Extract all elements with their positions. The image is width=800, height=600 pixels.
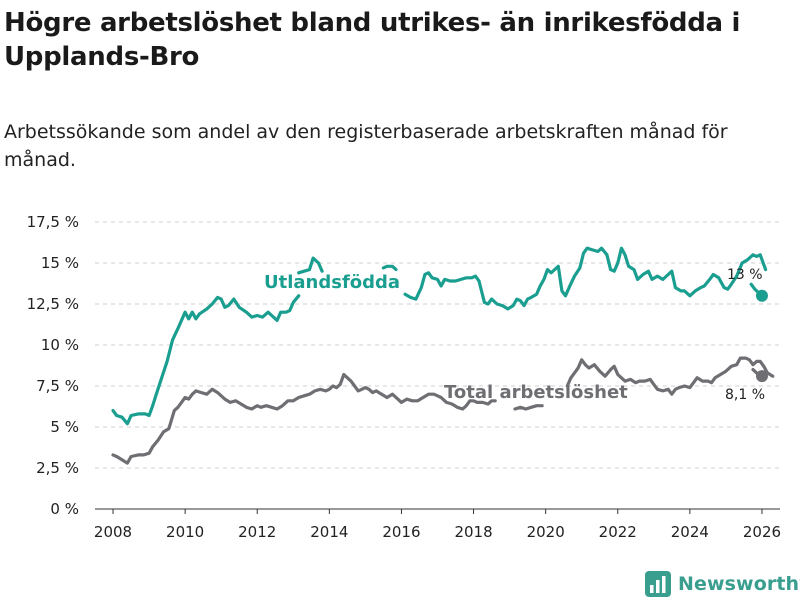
- y-tick-label: 5 %: [50, 418, 79, 436]
- y-tick-label: 12,5 %: [27, 295, 79, 313]
- series-line-utlandsfodda: [381, 264, 398, 272]
- y-tick-label: 17,5 %: [27, 213, 79, 231]
- gridlines: [95, 221, 780, 469]
- x-axis: 2008 2010 2012 2014 2016 2018 2020 2022 2024 2026: [94, 508, 781, 541]
- chart-subtitle: Arbetssökande som andel av den registerb…: [4, 121, 728, 171]
- series-label-utlandsfodda: Utlandsfödda: [264, 272, 400, 293]
- series-line-total: [513, 404, 544, 411]
- x-tick-label: 2022: [599, 523, 637, 541]
- x-tick-label: 2012: [238, 523, 276, 541]
- x-tick-label: 2008: [94, 523, 132, 541]
- newsworthy-logo: Newsworthy: [645, 569, 800, 599]
- x-tick-label: 2020: [527, 523, 565, 541]
- x-tick-label: 2010: [166, 523, 204, 541]
- y-tick-label: 0 %: [50, 500, 79, 518]
- series-lines: [111, 246, 775, 465]
- x-tick-label: 2024: [671, 523, 709, 541]
- brand-name: Newsworthy: [678, 573, 800, 595]
- series-line-utlandsfodda: [403, 246, 768, 311]
- series-line-utlandsfodda: [111, 294, 301, 426]
- x-tick-label: 2026: [743, 523, 781, 541]
- x-tick-label: 2018: [454, 523, 492, 541]
- series-line-total: [565, 356, 775, 396]
- y-axis: 0 % 2,5 % 5 % 7,5 % 10 % 12,5 % 15 % 17,5 %: [27, 213, 79, 518]
- end-point-utlandsfodda: [755, 289, 768, 302]
- series-line-utlandsfodda: [297, 256, 324, 275]
- series-line-total: [111, 372, 497, 465]
- end-point-total: [755, 370, 768, 383]
- y-tick-label: 15 %: [41, 254, 79, 272]
- end-label-total: 8,1 %: [725, 387, 765, 403]
- bar-chart-logo-icon: [645, 571, 671, 597]
- y-tick-label: 7,5 %: [36, 377, 79, 395]
- end-label-utlandsfodda: 13 %: [727, 267, 763, 283]
- chart-title: Högre arbetslöshet bland utrikes- än inr…: [4, 8, 741, 72]
- y-tick-label: 2,5 %: [36, 459, 79, 477]
- x-tick-label: 2014: [310, 523, 348, 541]
- y-tick-label: 10 %: [41, 336, 79, 354]
- x-tick-label: 2016: [382, 523, 420, 541]
- series-label-total: Total arbetslöshet: [444, 382, 628, 403]
